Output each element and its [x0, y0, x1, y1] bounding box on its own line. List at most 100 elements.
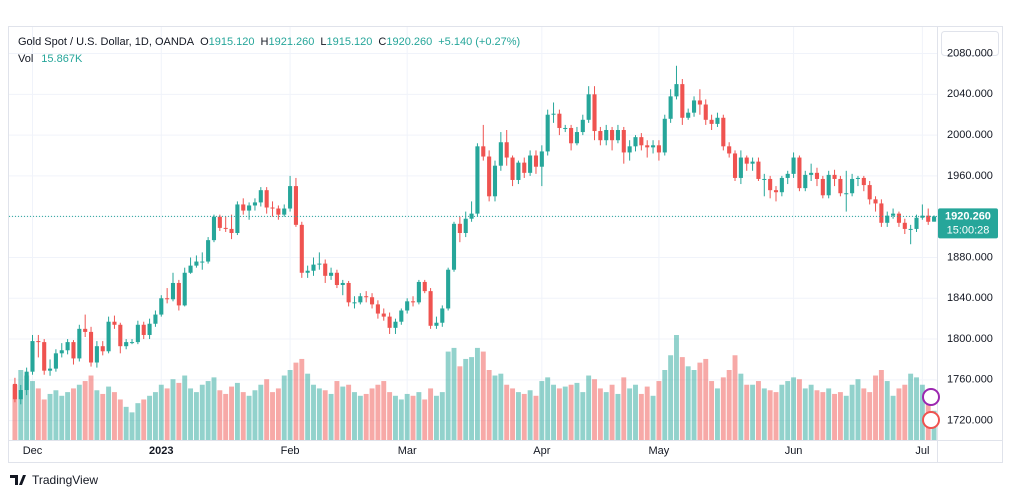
- volume-bar: [796, 379, 802, 440]
- y-tick-label: 1720.000: [947, 415, 993, 427]
- candle-body: [463, 218, 468, 233]
- scale-button[interactable]: [941, 31, 999, 56]
- volume-bar: [703, 358, 709, 440]
- x-tick-label: Mar: [398, 445, 417, 457]
- ohlc-key: C: [378, 36, 386, 48]
- volume-bar: [264, 379, 270, 440]
- volume-bar: [802, 388, 808, 440]
- countdown: 15:00:28: [947, 224, 990, 236]
- volume-bar: [486, 370, 492, 440]
- volume-bar: [902, 384, 908, 440]
- candle-body: [147, 323, 152, 335]
- volume-bar: [416, 392, 422, 440]
- logo-icon: [10, 475, 26, 485]
- volume-bar: [773, 392, 779, 440]
- candle-body: [563, 127, 568, 129]
- candle-body: [176, 282, 181, 306]
- volume-bar: [627, 388, 633, 440]
- volume-bar: [381, 381, 387, 440]
- volume-bar: [340, 386, 346, 440]
- candle-body: [750, 161, 755, 164]
- volume-bar: [521, 393, 527, 440]
- volume-bar: [679, 357, 685, 440]
- event-icon[interactable]: [922, 411, 940, 429]
- volume-bar: [890, 395, 896, 440]
- volume-bar: [258, 384, 264, 440]
- logo[interactable]: TradingView: [10, 473, 98, 487]
- candle-body: [475, 146, 480, 214]
- brand: TradingView: [32, 473, 98, 487]
- candle-body: [797, 157, 802, 189]
- candle-body: [12, 383, 17, 400]
- candle-body: [492, 165, 498, 197]
- volume-bar: [504, 384, 510, 440]
- volume-bar: [252, 390, 258, 440]
- volume-bar: [229, 386, 234, 440]
- candle-body: [738, 157, 743, 178]
- volume-bar: [545, 377, 551, 440]
- candle-body: [94, 346, 99, 363]
- candle-body: [118, 324, 123, 347]
- candle-body: [135, 324, 140, 343]
- volume-bar: [299, 358, 305, 440]
- volume-bar: [234, 382, 240, 440]
- volume-bar: [498, 373, 504, 440]
- volume-bar: [141, 399, 147, 440]
- volume-bar: [53, 390, 59, 440]
- candle-body: [814, 172, 820, 179]
- candle-body: [229, 228, 234, 233]
- candle-body: [896, 213, 901, 223]
- event-icon[interactable]: [922, 388, 940, 406]
- candle-body: [446, 269, 451, 309]
- candle-body: [276, 208, 281, 215]
- volume-bar: [914, 377, 919, 440]
- candle-body: [662, 118, 667, 153]
- volume-bar: [597, 388, 603, 440]
- candle-body: [820, 178, 825, 196]
- candle-body: [59, 350, 64, 354]
- volume-bar: [451, 347, 457, 440]
- candle-body: [416, 281, 421, 303]
- volume-bar: [556, 388, 562, 440]
- candle-body: [352, 302, 357, 304]
- candle-body: [457, 223, 462, 233]
- volume-bar: [240, 392, 246, 440]
- volume-bar: [896, 388, 902, 440]
- candle-body: [510, 157, 515, 180]
- candle-body: [779, 177, 784, 193]
- candle-body: [293, 186, 298, 225]
- candle-body: [159, 298, 164, 315]
- volume-bar: [878, 370, 884, 440]
- candle-body: [481, 146, 486, 157]
- volume-bar: [328, 393, 334, 440]
- volume-bar: [246, 395, 252, 440]
- candle-body: [48, 368, 53, 371]
- volume-bar: [193, 392, 199, 440]
- candle-body: [721, 117, 726, 147]
- volume-bar: [170, 379, 176, 440]
- candle-body: [129, 342, 135, 344]
- candle-body: [165, 298, 170, 300]
- candle-body: [311, 264, 316, 271]
- ohlc-value: 1915.120: [209, 36, 255, 48]
- candle-body: [422, 281, 427, 292]
- volume-bar: [633, 384, 638, 440]
- candle-body: [557, 113, 562, 128]
- volume-bar: [785, 381, 791, 440]
- volume-bar: [398, 399, 404, 440]
- volume-bar: [574, 382, 580, 440]
- candle-body: [809, 172, 814, 175]
- last-price-badge: [938, 208, 998, 239]
- volume-bar: [100, 393, 106, 440]
- candle-body: [855, 177, 861, 179]
- candle-body: [288, 186, 293, 209]
- candle-body: [674, 84, 679, 97]
- volume-bar: [843, 395, 849, 440]
- volume-bar: [352, 392, 357, 440]
- volume-bar: [158, 384, 164, 440]
- volume-bar: [322, 390, 328, 440]
- x-tick-label: May: [649, 445, 670, 457]
- candle-body: [299, 224, 304, 273]
- candle-body: [141, 324, 146, 335]
- volume-bar: [586, 375, 592, 440]
